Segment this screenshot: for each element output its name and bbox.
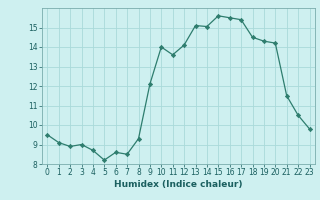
X-axis label: Humidex (Indice chaleur): Humidex (Indice chaleur) <box>114 180 243 189</box>
